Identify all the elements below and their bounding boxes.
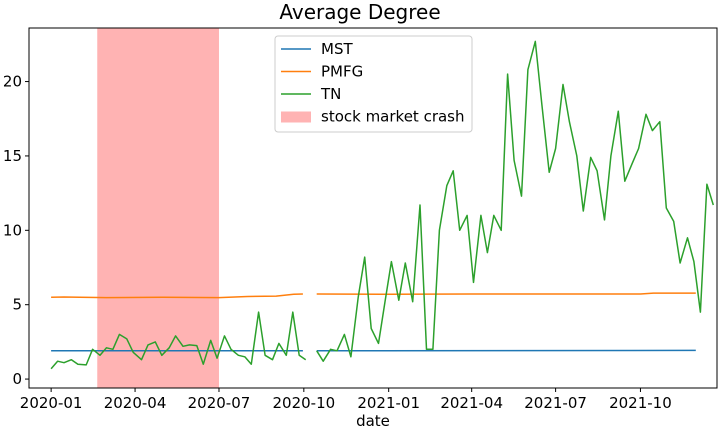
x-tick-label: 2021-07 <box>524 394 587 412</box>
y-tick-label: 0 <box>12 370 22 388</box>
chart-title: Average Degree <box>279 0 440 24</box>
legend: MST PMFG TN stock market crash <box>274 35 473 133</box>
series-layer <box>50 40 715 370</box>
x-tick-label: 2020-10 <box>272 394 335 412</box>
legend-label-pmfg: PMFG <box>321 63 363 81</box>
series-pmfg-line-0 <box>51 293 303 299</box>
y-tick-label: 5 <box>12 296 22 314</box>
x-tick-label: 2021-04 <box>440 394 503 412</box>
legend-box <box>274 35 473 133</box>
x-tick-label: 2021-10 <box>609 394 672 412</box>
legend-label-tn: TN <box>320 85 341 103</box>
x-tick-label: 2021-01 <box>357 394 420 412</box>
y-tick-label: 20 <box>3 73 22 91</box>
x-axis-label: date <box>356 412 390 430</box>
x-tick-label: 2020-01 <box>20 394 83 412</box>
series-tn-line-1 <box>316 40 715 362</box>
legend-swatch-stock-market-crash <box>281 111 311 123</box>
x-axis: 2020-01 2020-04 2020-07 2020-10 2021-01 2021-… <box>20 388 672 412</box>
y-tick-label: 15 <box>3 147 22 165</box>
y-axis: 0 5 10 15 20 <box>3 73 29 388</box>
series-pmfg-line-1 <box>316 292 696 296</box>
shaded-region-layer <box>97 28 219 388</box>
x-tick-label: 2020-04 <box>104 394 167 412</box>
series-tn-line-0 <box>50 311 307 370</box>
plot-frame <box>28 27 718 389</box>
shaded-region-0 <box>97 28 219 388</box>
legend-label-mst: MST <box>321 40 353 58</box>
y-tick-label: 10 <box>3 221 22 239</box>
legend-label-stock-market-crash: stock market crash <box>321 108 465 126</box>
x-tick-label: 2020-07 <box>188 394 251 412</box>
